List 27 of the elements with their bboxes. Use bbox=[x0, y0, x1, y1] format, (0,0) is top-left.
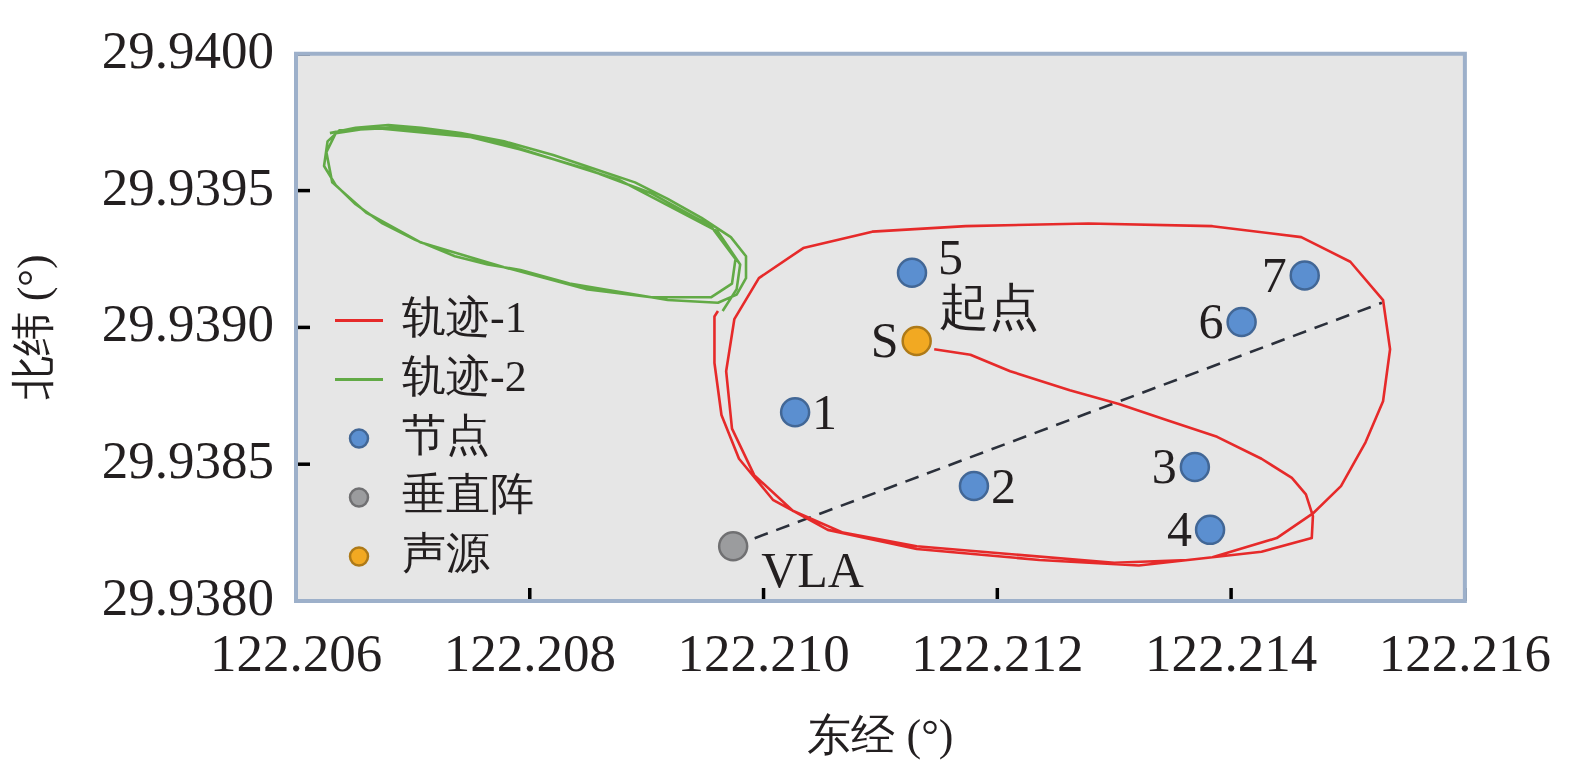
legend-label: 声源 bbox=[402, 529, 490, 579]
x-tick-label: 122.210 bbox=[677, 623, 850, 682]
x-tick-label: 122.206 bbox=[209, 623, 383, 682]
annotation: 7 bbox=[1261, 246, 1287, 303]
x-tick-label: 122.212 bbox=[911, 623, 1084, 682]
y-axis-title: 北纬 (°) bbox=[8, 254, 58, 401]
annotation: S bbox=[870, 312, 899, 369]
annotation: 起点 bbox=[938, 279, 1039, 336]
annotation: 1 bbox=[812, 383, 838, 440]
x-tick-label: 122.214 bbox=[1144, 623, 1318, 682]
legend-label: 轨迹-2 bbox=[402, 352, 527, 402]
y-tick-label: 29.9395 bbox=[101, 157, 274, 216]
legend-label: 节点 bbox=[402, 411, 490, 461]
y-tick-label: 29.9380 bbox=[101, 567, 274, 626]
annotation: 2 bbox=[990, 457, 1016, 514]
y-tick-label: 29.9400 bbox=[101, 20, 274, 79]
y-tick-label: 29.9390 bbox=[101, 294, 274, 353]
y-tick-label: 29.9385 bbox=[101, 431, 274, 490]
legend-label: 垂直阵 bbox=[402, 470, 534, 520]
x-axis-title: 东经 (°) bbox=[807, 711, 954, 761]
annotation: 4 bbox=[1167, 501, 1193, 558]
annotation: 6 bbox=[1198, 292, 1224, 349]
x-tick-label: 122.216 bbox=[1378, 623, 1551, 682]
annotation: VLA bbox=[761, 542, 864, 599]
legend-label: 轨迹-1 bbox=[402, 293, 527, 343]
x-tick-label: 122.208 bbox=[443, 623, 616, 682]
annotation: 3 bbox=[1151, 437, 1177, 494]
